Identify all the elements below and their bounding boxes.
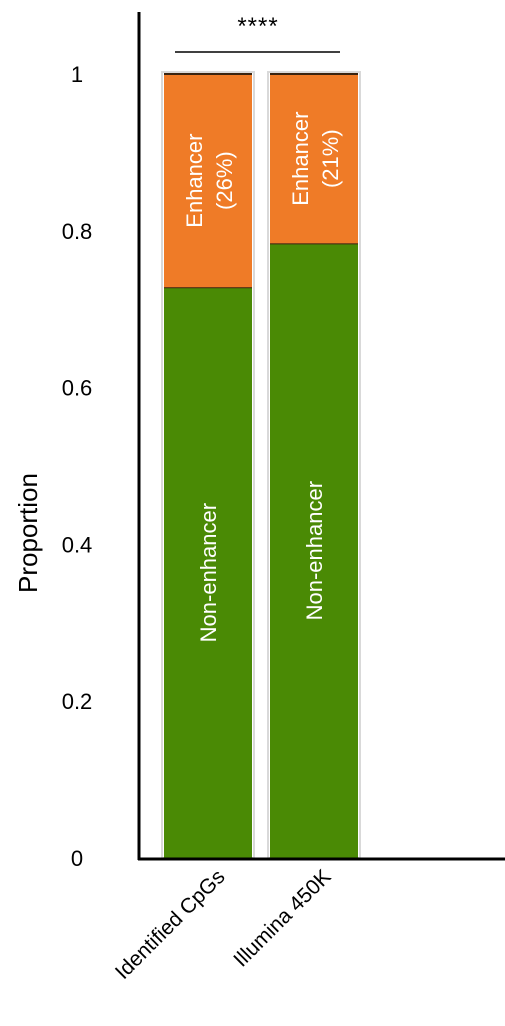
significance-stars: ****	[237, 13, 278, 40]
segment-label-line: Non-enhancer	[196, 503, 221, 642]
y-tick-label: 0.4	[62, 532, 93, 557]
y-tick-label: 0	[71, 846, 83, 871]
segment-label-line: Non-enhancer	[302, 481, 327, 620]
segment-label: Enhancer (26%)	[182, 134, 237, 228]
y-tick-labels: 0 0.2 0.4 0.6 0.8 1	[62, 62, 93, 871]
x-category-label: Identified CpGs	[111, 865, 230, 984]
y-tick-label: 1	[71, 62, 83, 87]
segment-label: Enhancer (21%)	[288, 112, 343, 206]
x-category-labels: Identified CpGs Illumina 450K	[111, 865, 336, 984]
y-tick-label: 0.2	[62, 689, 93, 714]
bar-group	[161, 71, 361, 859]
significance-annotation: ****	[175, 13, 340, 53]
y-tick-label: 0.8	[62, 219, 93, 244]
segment-label-line: (26%)	[212, 151, 237, 210]
bar-segment-non-enhancer	[270, 243, 358, 858]
y-tick-label: 0.6	[62, 376, 93, 401]
segment-label: Non-enhancer	[302, 481, 327, 620]
bar-segment-enhancer	[270, 74, 358, 244]
segment-label-line: Enhancer	[288, 112, 313, 206]
y-axis-title: Proportion	[13, 473, 43, 593]
bar-segment-non-enhancer	[164, 287, 252, 858]
segment-label-line: (21%)	[318, 129, 343, 188]
segment-label: Non-enhancer	[196, 503, 221, 642]
segment-label-line: Enhancer	[182, 134, 207, 228]
x-category-label: Illumina 450K	[229, 865, 335, 971]
bar-segment-enhancer	[164, 74, 252, 288]
